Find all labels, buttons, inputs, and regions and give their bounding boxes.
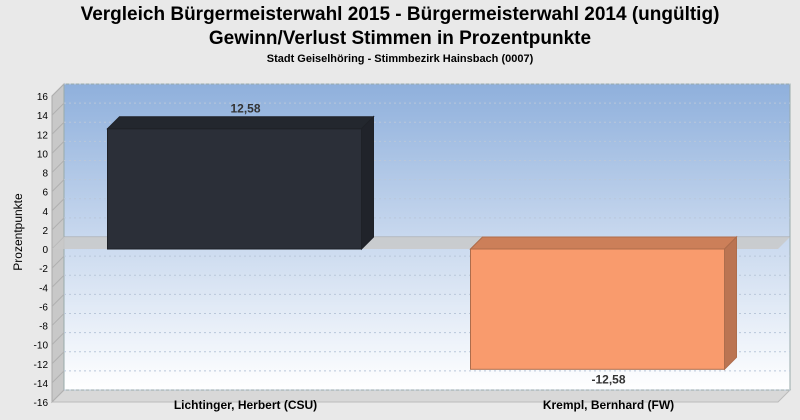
chart-title: Vergleich Bürgermeisterwahl 2015 - Bürge… — [80, 4, 720, 25]
grid-line-side — [51, 313, 65, 326]
y-tick-label: 16 — [37, 92, 49, 103]
y-tick-label: -4 — [39, 283, 48, 294]
y-tick-label: -16 — [34, 398, 49, 409]
grid-line-side — [51, 389, 65, 403]
grid-line-side — [51, 160, 65, 173]
grid-line-side — [51, 141, 65, 154]
grid-line-side — [51, 102, 65, 116]
grid-line-side — [51, 198, 65, 212]
y-tick-label: -12 — [34, 360, 49, 371]
y-ticks: 16 14 12 10 8 6 4 2 0 -2 -4 -6 -8 -10 -12 -14 -16 — [34, 92, 49, 409]
y-tick-label: -14 — [34, 379, 49, 390]
grid-line-side — [51, 121, 65, 135]
bar-front — [470, 248, 725, 370]
grid-line-side — [51, 274, 65, 288]
x-tick-label: Lichtinger, Herbert (CSU) — [174, 398, 317, 412]
y-tick-label: 0 — [42, 245, 48, 256]
chart-subtitle: Stadt Geiselhöring - Stimmbezirk Hainsba… — [266, 53, 534, 65]
y-tick-label: 2 — [42, 226, 48, 237]
bars — [106, 115, 738, 371]
labels: 12,58 Lichtinger, Herbert (CSU) -12,58 Krem… — [174, 102, 674, 412]
bar-front — [107, 128, 362, 250]
bar-side — [724, 235, 737, 371]
y-tick-label: -6 — [39, 302, 48, 313]
bar-side — [361, 115, 374, 251]
y-tick-label: 10 — [37, 149, 49, 160]
y-tick-label: 12 — [37, 130, 49, 141]
grid-line-side — [51, 217, 65, 231]
data-label: -12,58 — [591, 372, 625, 386]
data-label: 12,58 — [230, 102, 260, 116]
y-tick-label: 6 — [42, 188, 48, 199]
grid-line-side — [51, 332, 65, 345]
y-tick-label: 4 — [42, 207, 48, 218]
y-tick-label: -8 — [39, 322, 48, 333]
chart-title-line2: Gewinn/Verlust Stimmen in Prozentpunkte — [208, 28, 592, 49]
x-tick-label: Krempl, Bernhard (FW) — [543, 398, 674, 412]
bar-top — [106, 116, 375, 130]
bar-top — [469, 236, 738, 250]
y-tick-label: -10 — [34, 341, 49, 352]
grid-line-side — [51, 255, 65, 269]
bar — [106, 115, 375, 251]
grid-line-side — [51, 83, 65, 97]
y-tick-label: -2 — [39, 264, 48, 275]
y-tick-label: 14 — [37, 111, 49, 122]
grid-line-side — [51, 370, 65, 384]
plot-floor — [50, 389, 792, 403]
y-tick-label: 8 — [42, 169, 48, 180]
grid-line-side — [51, 351, 65, 365]
grid-line-side — [51, 179, 65, 192]
grid-line-side — [51, 294, 65, 307]
bar — [469, 235, 738, 371]
